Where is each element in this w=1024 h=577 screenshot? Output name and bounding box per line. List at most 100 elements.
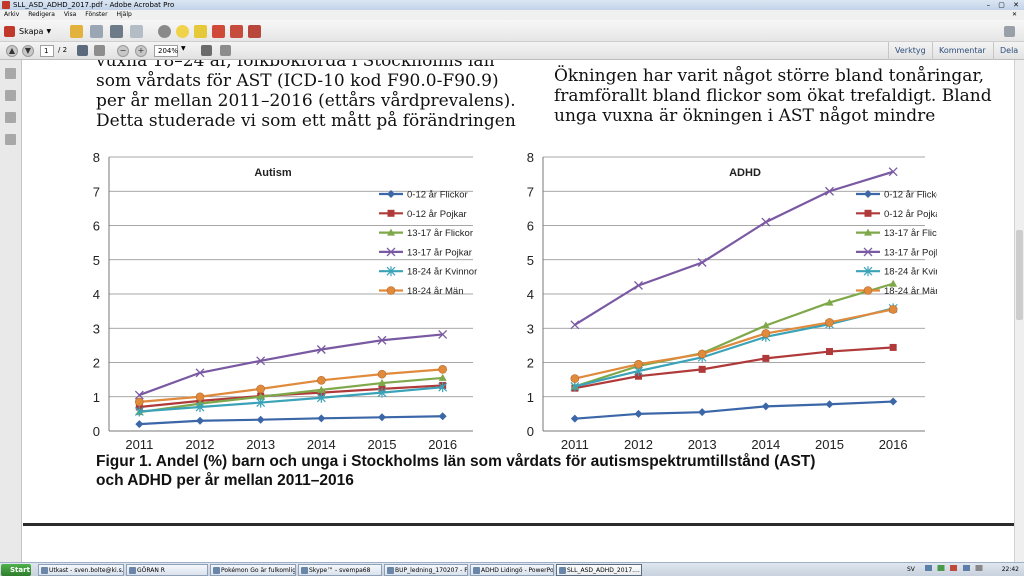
- menu-hjalp[interactable]: Hjälp: [116, 11, 132, 18]
- settings-icon[interactable]: [158, 23, 171, 39]
- data-point: [761, 402, 770, 411]
- caption-line: Figur 1. Andel (%) barn och unga i Stock…: [96, 453, 816, 470]
- document-view[interactable]: vuxna 18–24 år, folkbokförda i Stockholm…: [23, 60, 1014, 562]
- zoom-in-icon[interactable]: +: [135, 45, 147, 57]
- create-button[interactable]: Skapa ▼: [4, 23, 51, 39]
- save-icon[interactable]: [90, 23, 103, 39]
- share-pane-link[interactable]: Dela: [993, 42, 1024, 60]
- tray-icons[interactable]: [924, 565, 995, 571]
- menu-arkiv[interactable]: Arkiv: [4, 11, 20, 18]
- next-page-icon[interactable]: ▼: [22, 45, 34, 57]
- open-folder-icon[interactable]: [70, 23, 83, 39]
- menu-visa[interactable]: Visa: [63, 11, 77, 18]
- protect-icon[interactable]: [248, 23, 261, 39]
- comment-pane-link[interactable]: Kommentar: [932, 42, 992, 60]
- comment-icon[interactable]: [176, 23, 189, 39]
- data-point: [698, 365, 706, 373]
- y-tick-label: 1: [527, 390, 534, 405]
- right-column-text: Ökningen har varit något större bland to…: [554, 66, 992, 126]
- legend-marker: [386, 247, 396, 257]
- legend-marker: [387, 228, 395, 236]
- start-button[interactable]: Start: [1, 564, 31, 576]
- text-line: som vårdats för AST (ICD-10 kod F90.0-F9…: [96, 71, 499, 91]
- task-button-active[interactable]: SLL_ASD_ADHD_2017....: [556, 564, 642, 576]
- menu-fonster[interactable]: Fönster: [85, 11, 108, 18]
- task-button[interactable]: ADHD Lidingö - PowerPoint: [470, 564, 554, 576]
- series: [570, 305, 898, 383]
- pages-icon[interactable]: [5, 68, 16, 79]
- series: [135, 365, 447, 407]
- zoom-dropdown-icon[interactable]: ▼: [181, 45, 186, 52]
- task-button[interactable]: BUP_ledning_170207 - P...: [384, 564, 468, 576]
- zoom-level-input[interactable]: 204%: [154, 45, 178, 57]
- select-tool-icon[interactable]: [77, 45, 88, 56]
- legend-marker: [386, 286, 396, 295]
- data-point: [761, 321, 770, 329]
- series: [135, 412, 447, 429]
- hand-tool-icon[interactable]: [94, 45, 105, 56]
- task-button[interactable]: Pokémon Go är fulkomlig...: [210, 564, 296, 576]
- task-button[interactable]: GÖRAN R: [126, 564, 208, 576]
- data-point: [825, 186, 834, 196]
- legend-label: 13-17 år Flickor: [407, 228, 473, 239]
- series-line: [138, 333, 443, 397]
- language-indicator[interactable]: SV: [906, 566, 915, 573]
- series-line: [574, 170, 894, 326]
- data-point: [825, 298, 834, 306]
- previous-page-icon[interactable]: ▲: [6, 45, 18, 57]
- bookmarks-icon[interactable]: [5, 90, 16, 101]
- fit-width-icon[interactable]: [220, 45, 231, 56]
- data-point: [697, 349, 707, 359]
- data-point: [378, 379, 386, 387]
- expand-icon[interactable]: [1004, 23, 1015, 39]
- zoom-out-icon[interactable]: −: [117, 45, 129, 57]
- text-line: vuxna 18–24 år, folkbokförda i Stockholm…: [96, 60, 495, 71]
- caption-line: och ADHD per år mellan 2011–2016: [96, 472, 354, 489]
- series: [134, 382, 448, 417]
- y-tick-label: 8: [527, 150, 534, 165]
- y-tick-label: 6: [93, 219, 100, 234]
- x-tick-label: 2015: [368, 437, 397, 450]
- title-bar: SLL_ASD_ADHD_2017.pdf - Adobe Acrobat Pr…: [0, 0, 1024, 10]
- email-icon[interactable]: [130, 23, 143, 39]
- chart-title: Autism: [254, 167, 292, 179]
- tools-pane-link[interactable]: Verktyg: [888, 42, 932, 60]
- x-tick-label: 2016: [879, 437, 908, 450]
- vertical-scrollbar[interactable]: [1014, 60, 1024, 562]
- sign-icon[interactable]: [212, 23, 225, 39]
- figure-caption: Figur 1. Andel (%) barn och unga i Stock…: [96, 452, 956, 490]
- x-tick-label: 2014: [751, 437, 780, 450]
- fit-page-icon[interactable]: [201, 45, 212, 56]
- clock: 22:42: [1001, 566, 1019, 573]
- print-icon[interactable]: [110, 23, 123, 39]
- legend-label: 13-17 år Flickor: [884, 228, 937, 239]
- signatures-icon[interactable]: [5, 134, 16, 145]
- highlight-icon[interactable]: [194, 23, 207, 39]
- y-tick-label: 0: [527, 424, 534, 439]
- scrollbar-thumb[interactable]: [1016, 230, 1023, 320]
- data-point: [697, 258, 707, 267]
- task-button[interactable]: Utkast - sven.bolte@ki.s...: [38, 564, 124, 576]
- menu-redigera[interactable]: Redigera: [28, 11, 55, 18]
- y-tick-label: 3: [93, 321, 100, 336]
- data-point: [825, 400, 834, 409]
- close-document-icon[interactable]: ✕: [1011, 11, 1017, 18]
- data-point: [134, 390, 144, 400]
- x-tick-label: 2013: [246, 437, 275, 450]
- window-controls[interactable]: – ▢ ✕: [986, 1, 1022, 9]
- export-icon[interactable]: [230, 23, 243, 39]
- page-number-input[interactable]: 1: [40, 45, 54, 57]
- series: [570, 397, 898, 423]
- text-line: Detta studerade vi som ett mått på förän…: [96, 111, 516, 131]
- attachments-icon[interactable]: [5, 112, 16, 123]
- task-button[interactable]: Skype™ - svempa68: [298, 564, 382, 576]
- y-tick-label: 0: [93, 424, 100, 439]
- data-point: [135, 397, 144, 407]
- legend-label: 13-17 år Pojkar: [884, 247, 937, 258]
- series-line: [139, 376, 443, 414]
- data-point: [570, 320, 580, 330]
- data-point: [256, 392, 265, 400]
- legend-marker: [863, 266, 873, 277]
- x-tick-label: 2016: [428, 437, 457, 450]
- series-line: [574, 346, 894, 390]
